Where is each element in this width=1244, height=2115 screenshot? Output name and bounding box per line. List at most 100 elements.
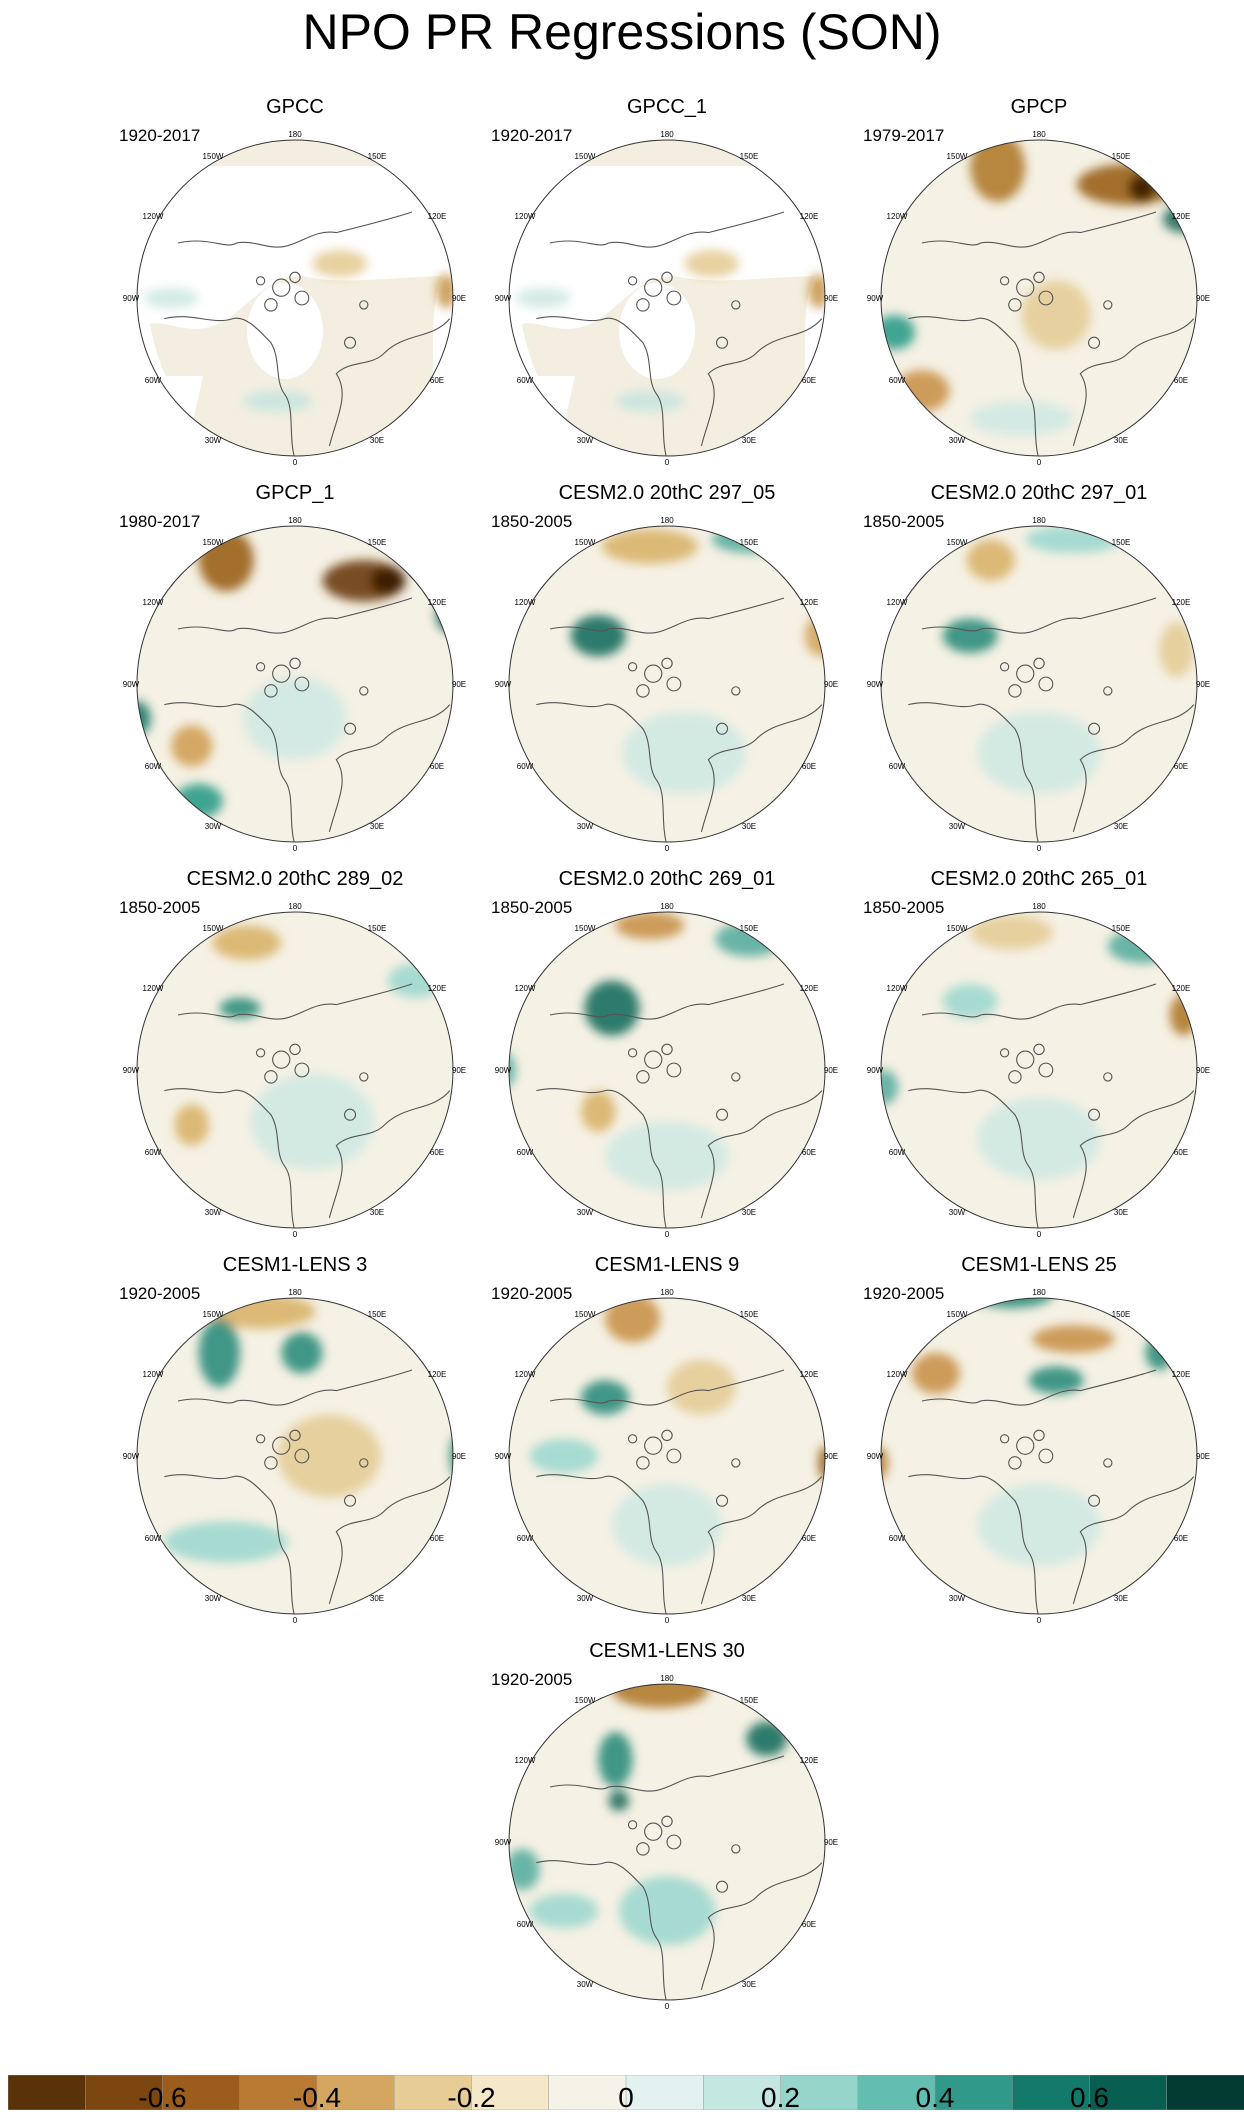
coastline <box>921 983 1157 1020</box>
map-boundary <box>508 1683 826 2001</box>
coastline <box>177 597 413 634</box>
longitude-label: 120W <box>143 1370 164 1379</box>
island <box>359 1072 369 1082</box>
panel-period: 1850-2005 <box>119 898 201 917</box>
panel-title: CESM2.0 20thC 289_02 <box>186 868 404 890</box>
map-panel: GPCC_1 1920-2017 180 150E 120E 90E 60E 30E 0 30W 6… <box>467 96 867 476</box>
longitude-label: 60E <box>802 1920 816 1929</box>
longitude-label: 0 <box>293 1616 298 1625</box>
longitude-label: 120W <box>887 212 908 221</box>
longitude-label: 120E <box>428 1370 447 1379</box>
longitude-label: 60E <box>430 1148 444 1157</box>
longitude-label: 120W <box>143 984 164 993</box>
longitude-label: 180 <box>660 1674 674 1683</box>
coastline <box>700 318 823 447</box>
island <box>627 1820 638 1830</box>
map-panel: CESM2.0 20thC 297_05 1850-2005 180 150E 120E… <box>467 482 867 862</box>
coastline <box>549 211 785 248</box>
map-boundary <box>880 911 1198 1229</box>
regression-anomaly <box>370 567 406 595</box>
island <box>636 1456 650 1470</box>
longitude-label: 90E <box>452 680 466 689</box>
regression-anomaly <box>277 1414 381 1498</box>
longitude-label: 180 <box>660 516 674 525</box>
island <box>1038 1448 1054 1464</box>
missing-data-area <box>247 283 323 379</box>
longitude-label: 90W <box>123 294 140 303</box>
island <box>636 298 650 312</box>
longitude-label: 30W <box>205 1208 222 1217</box>
island <box>1038 1062 1054 1078</box>
regression-anomaly <box>137 701 151 736</box>
panel-period: 1979-2017 <box>863 126 945 145</box>
island <box>636 1070 650 1084</box>
island <box>289 657 301 670</box>
longitude-label: 150W <box>575 1310 596 1319</box>
longitude-label: 60W <box>145 1148 162 1157</box>
longitude-label: 30W <box>577 1208 594 1217</box>
island <box>343 1108 357 1121</box>
island <box>666 1448 682 1464</box>
island <box>666 676 682 692</box>
island <box>731 1072 741 1082</box>
coastline <box>908 1474 1040 1614</box>
longitude-label: 150W <box>575 152 596 161</box>
longitude-label: 60W <box>517 1148 534 1157</box>
longitude-label: 120E <box>428 212 447 221</box>
regression-anomaly <box>581 1380 630 1415</box>
longitude-label: 0 <box>665 1616 670 1625</box>
regression-anomaly <box>608 1790 630 1811</box>
regression-anomaly <box>977 711 1101 795</box>
longitude-label: 60E <box>802 1148 816 1157</box>
longitude-label: 30E <box>742 822 756 831</box>
regression-anomaly <box>684 249 740 278</box>
regression-anomaly <box>219 997 261 1019</box>
island <box>289 1043 301 1056</box>
island <box>627 276 638 286</box>
longitude-label: 60W <box>889 762 906 771</box>
island <box>1008 1456 1022 1470</box>
panel-title: GPCP_1 <box>255 482 335 504</box>
colorbar-swatch <box>162 2074 241 2111</box>
longitude-label: 30W <box>949 1208 966 1217</box>
colorbar-swatch <box>625 2074 704 2111</box>
island <box>264 298 278 312</box>
regression-anomaly <box>808 273 825 309</box>
map-boundary <box>508 1297 826 1615</box>
coastline <box>536 316 668 456</box>
regression-anomaly <box>1032 1325 1115 1353</box>
longitude-label: 120E <box>800 598 819 607</box>
coastline <box>549 1369 785 1406</box>
island <box>1008 684 1022 698</box>
polar-map: 180 150E 120E 90E 60E 30E 0 30W 60W 90W 120W 150W <box>123 516 466 853</box>
regression-anomaly <box>1076 163 1180 206</box>
regression-anomaly <box>174 783 223 819</box>
panel-period: 1850-2005 <box>863 512 945 531</box>
colorbar-swatch <box>934 2074 1013 2111</box>
island <box>999 276 1010 286</box>
longitude-label: 90W <box>495 1066 512 1075</box>
regression-anomaly <box>509 1052 516 1088</box>
longitude-label: 150W <box>203 924 224 933</box>
longitude-label: 180 <box>1032 902 1046 911</box>
longitude-label: 30W <box>577 822 594 831</box>
panel-period: 1920-2005 <box>491 1670 573 1689</box>
longitude-label: 0 <box>1037 458 1042 467</box>
island <box>255 1434 266 1444</box>
longitude-label: 180 <box>1032 516 1046 525</box>
longitude-label: 0 <box>1037 844 1042 853</box>
map-boundary <box>880 139 1198 457</box>
island <box>255 662 266 672</box>
longitude-label: 120W <box>887 984 908 993</box>
island <box>715 1108 729 1121</box>
panel-period: 1850-2005 <box>863 898 945 917</box>
regression-anomaly <box>515 287 571 309</box>
longitude-label: 150E <box>368 152 387 161</box>
island <box>359 1458 369 1468</box>
longitude-label: 120E <box>1172 984 1191 993</box>
coastline <box>700 1476 823 1605</box>
longitude-label: 90E <box>1196 1066 1210 1075</box>
longitude-label: 0 <box>665 1230 670 1239</box>
longitude-label: 60E <box>1174 1148 1188 1157</box>
map-panel: GPCC 1920-2017 180 150E 120E 90E 60E 30E 0 30W 60W… <box>95 96 495 476</box>
